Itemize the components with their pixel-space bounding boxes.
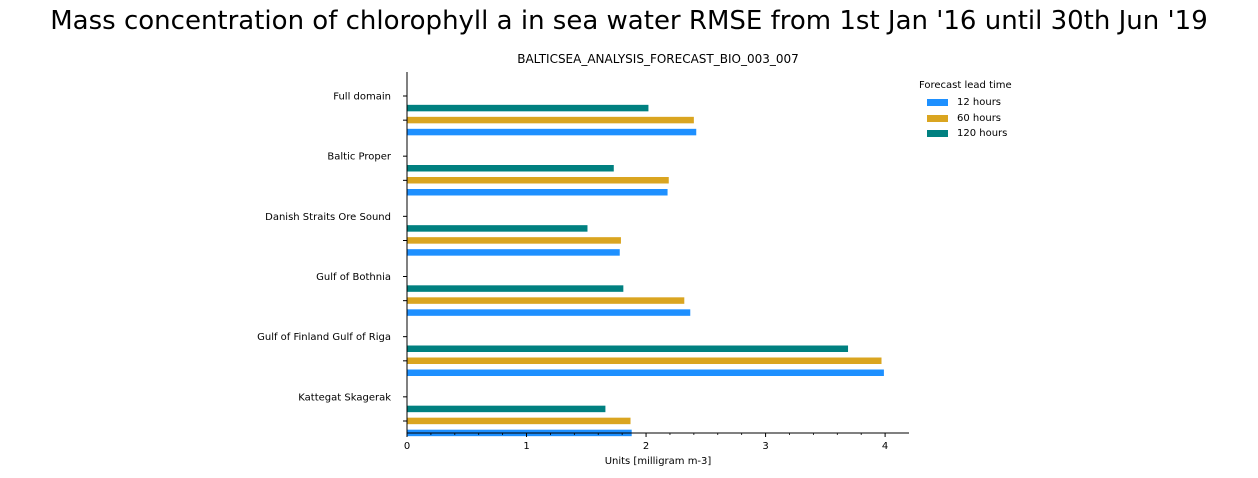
bar-120-hours-3 [407,285,624,292]
bar-12-hours-3 [407,309,691,316]
legend-item-120-hours: 120 hours [919,126,1012,142]
x-axis-label: Units [milligram m-3] [604,456,712,467]
legend-item-60-hours: 60 hours [919,111,1012,127]
y-tick-label: Gulf of Bothnia [316,272,391,283]
chart-title: Mass concentration of chlorophyll a in s… [50,6,1208,36]
bar-12-hours-0 [407,128,697,136]
legend-label: 120 hours [957,128,1008,140]
y-tick-label: Full domain [333,92,391,103]
legend-swatch [927,114,948,122]
legend-title: Forecast lead time [919,80,1012,91]
legend-item-12-hours: 12 hours [919,95,1012,111]
bar-60-hours-2 [407,237,621,244]
legend-swatch [927,99,948,107]
bar-120-hours-1 [407,165,614,172]
bar-12-hours-2 [407,249,620,256]
y-tick-label: Baltic Proper [327,152,392,163]
x-tick-label: 1 [523,441,529,452]
x-tick-label: 2 [643,441,649,452]
legend-label: 12 hours [957,97,1002,109]
y-tick-label: Gulf of Finland Gulf of Riga [257,332,391,343]
bar-120-hours-2 [407,225,588,232]
y-tick-label: Danish Straits Ore Sound [265,212,391,223]
bar-60-hours-3 [407,297,685,304]
bar-120-hours-5 [407,405,606,413]
legend: Forecast lead time 12 hours 60 hours 120… [919,80,1012,142]
x-tick-label: 3 [762,441,768,452]
legend-swatch [927,130,948,138]
bar-120-hours-4 [407,345,849,352]
legend-label: 60 hours [957,112,1002,124]
bar-60-hours-5 [407,417,631,425]
x-tick-label: 0 [404,441,410,452]
x-tick-label: 4 [882,441,888,452]
y-tick-label: Kattegat Skagerak [298,392,391,403]
bar-60-hours-0 [407,116,694,124]
bar-12-hours-4 [407,369,884,376]
bar-60-hours-1 [407,177,669,184]
bar-120-hours-0 [407,104,649,112]
bar-12-hours-1 [407,189,668,196]
chart-subtitle: BALTICSEA_ANALYSIS_FORECAST_BIO_003_007 [517,52,799,66]
bar-60-hours-4 [407,357,882,364]
